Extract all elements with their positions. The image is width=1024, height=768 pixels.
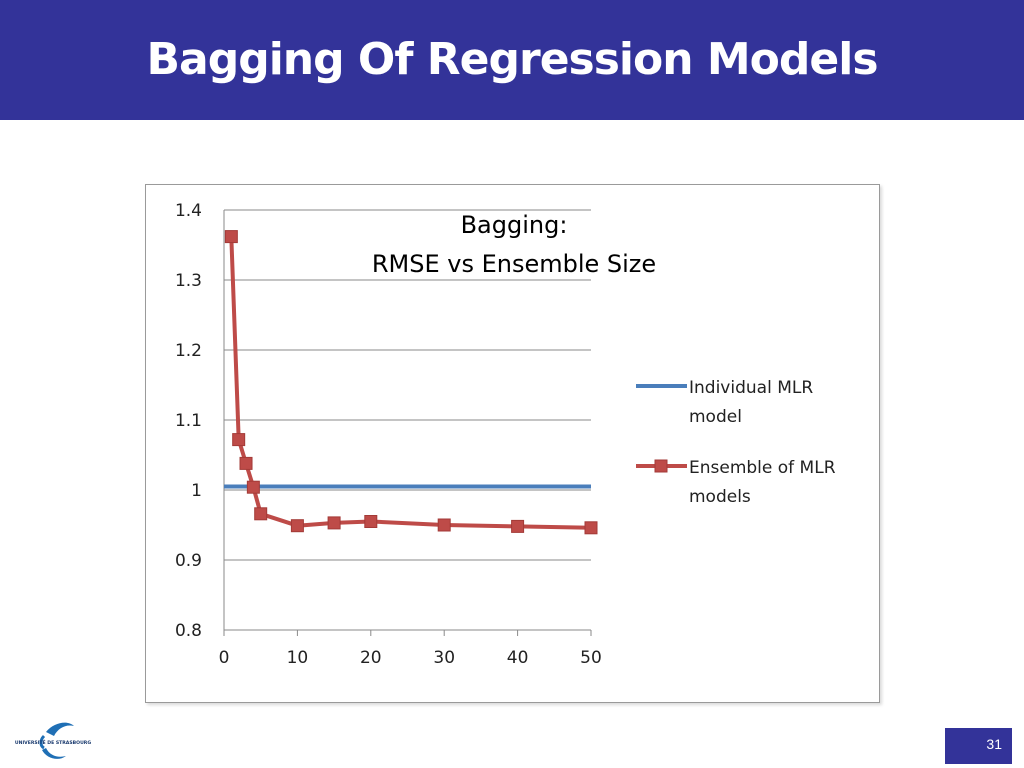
data-point-marker xyxy=(232,433,246,447)
data-point-marker xyxy=(511,519,525,533)
data-point-marker xyxy=(246,480,260,494)
chart-frame: 0.8 0.9 1 1.1 1.2 1.3 1.4 0 10 20 30 40 50 Bagging: R… xyxy=(145,184,880,703)
data-point-marker xyxy=(437,518,451,532)
y-tick-label: 1.1 xyxy=(175,411,202,431)
data-point-marker xyxy=(364,515,378,528)
legend-label: Ensemble of MLR xyxy=(689,458,836,478)
page-number: 31 xyxy=(986,736,1002,752)
data-point-marker xyxy=(224,230,238,244)
chart-svg: 0.8 0.9 1 1.1 1.2 1.3 1.4 0 10 20 30 40 50 Bagging: R… xyxy=(175,201,836,668)
title-bar xyxy=(0,0,1024,120)
data-point-marker xyxy=(239,456,253,470)
x-tick-label: 50 xyxy=(580,648,602,668)
legend-label: models xyxy=(689,487,751,507)
x-tick-label: 40 xyxy=(507,648,529,668)
x-tick-label: 30 xyxy=(433,648,455,668)
data-point-marker xyxy=(584,521,598,535)
x-tick-label: 10 xyxy=(287,648,309,668)
logo-arc-icon xyxy=(39,734,46,750)
logo-text: UNIVERSITÉ DE STRASBOURG xyxy=(15,738,91,746)
logo-swoosh-icon xyxy=(46,722,74,736)
data-point-marker xyxy=(290,519,304,533)
y-tick-label: 0.9 xyxy=(175,551,202,571)
y-tick-label: 1.4 xyxy=(175,201,202,221)
y-tick-label: 1.2 xyxy=(175,341,202,361)
y-tick-label: 0.8 xyxy=(175,621,202,641)
logo-swoosh-lower-icon xyxy=(42,748,66,759)
data-point-marker xyxy=(254,507,268,521)
x-tick-label: 0 xyxy=(219,648,230,668)
legend-label: model xyxy=(689,407,742,427)
y-tick-label: 1.3 xyxy=(175,271,202,291)
slide-title: Bagging Of Regression Models xyxy=(146,34,878,85)
y-tick-label: 1 xyxy=(191,481,202,501)
university-logo: UNIVERSITÉ DE STRASBOURG xyxy=(15,722,91,759)
x-tick-label: 20 xyxy=(360,648,382,668)
data-point-marker xyxy=(327,516,341,530)
legend-marker xyxy=(654,459,668,473)
chart-title-line: RMSE vs Ensemble Size xyxy=(372,250,656,278)
legend-label: Individual MLR xyxy=(689,378,813,398)
chart-title-line: Bagging: xyxy=(461,211,568,239)
page-number-badge: 31 xyxy=(945,728,1012,764)
